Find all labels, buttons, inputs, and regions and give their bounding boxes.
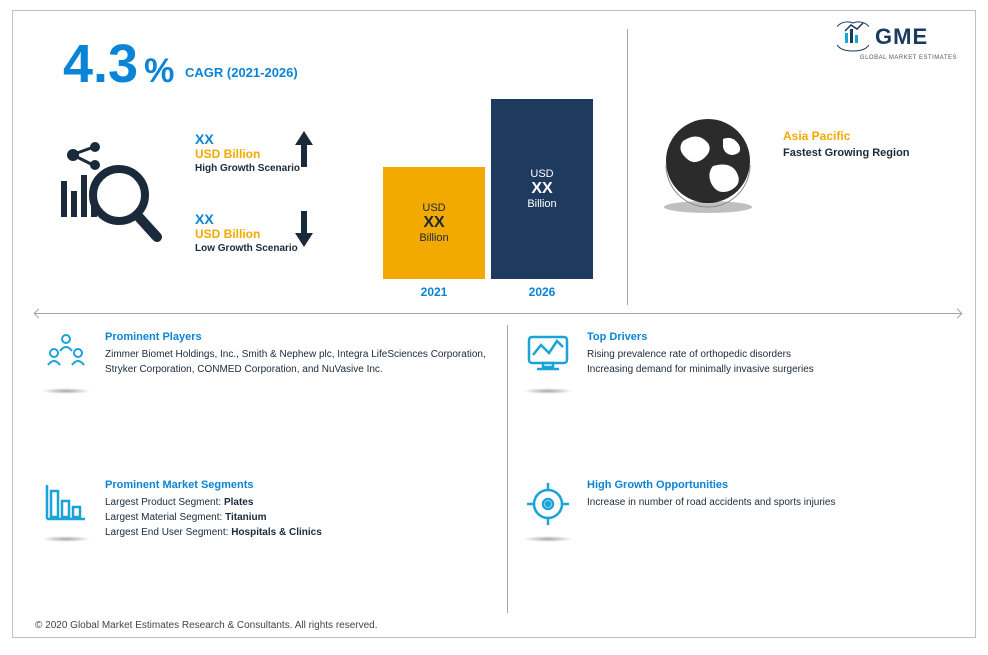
bar-2026-currency: USD <box>491 168 593 180</box>
analytics-icon <box>55 137 165 247</box>
target-icon <box>523 479 573 529</box>
drivers-line-1: Increasing demand for minimally invasive… <box>587 362 814 377</box>
segment-value-2: Hospitals & Clinics <box>231 527 322 538</box>
cagr-number: 4.3 <box>63 37 138 91</box>
cagr-percent: % <box>144 52 174 91</box>
logo-mark-icon <box>837 21 869 53</box>
bar-2021-currency: USD <box>383 202 485 214</box>
bar-2026: USD XX Billion <box>491 99 593 279</box>
segment-value-0: Plates <box>224 497 253 508</box>
xaxis-label-0: 2021 <box>383 285 485 299</box>
players-line-1: Stryker Corporation, CONMED Corporation,… <box>105 362 486 377</box>
bars-icon <box>41 479 91 529</box>
vertical-divider-top <box>627 29 628 305</box>
players-heading: Prominent Players <box>105 331 486 343</box>
segment-item-1: Largest Material Segment: Titanium <box>105 510 322 525</box>
horizontal-divider <box>35 313 961 314</box>
globe-region-subtitle: Fastest Growing Region <box>783 147 963 159</box>
drivers-line-0: Rising prevalence rate of orthopedic dis… <box>587 347 814 362</box>
cagr-label: CAGR (2021-2026) <box>185 65 298 80</box>
xaxis-label-1: 2026 <box>491 285 593 299</box>
people-icon <box>41 331 91 381</box>
brand-logo: GME <box>837 17 957 57</box>
drivers-heading: Top Drivers <box>587 331 814 343</box>
market-segments-block: Prominent Market Segments Largest Produc… <box>41 479 501 540</box>
segment-label-2: Largest End User Segment: <box>105 527 228 538</box>
opportunities-block: High Growth Opportunities Increase in nu… <box>523 479 983 529</box>
segments-heading: Prominent Market Segments <box>105 479 322 491</box>
infographic-frame: GME GLOBAL MARKET ESTIMATES 4.3 % CAGR (… <box>12 10 976 638</box>
arrow-down-icon <box>293 209 315 249</box>
globe-region-title: Asia Pacific <box>783 129 963 143</box>
vertical-divider-mid <box>507 325 508 613</box>
opportunities-heading: High Growth Opportunities <box>587 479 835 491</box>
segment-label-0: Largest Product Segment: <box>105 497 221 508</box>
bar-2021-value: XX <box>383 214 485 232</box>
cagr-value: 4.3 % <box>63 37 174 91</box>
prominent-players-block: Prominent Players Zimmer Biomet Holdings… <box>41 331 501 381</box>
arrow-up-icon <box>293 129 315 169</box>
opportunities-line-0: Increase in number of road accidents and… <box>587 495 835 510</box>
logo-subtitle: GLOBAL MARKET ESTIMATES <box>860 55 957 61</box>
segment-item-2: Largest End User Segment: Hospitals & Cl… <box>105 525 322 540</box>
monitor-icon <box>523 331 573 381</box>
copyright-footer: © 2020 Global Market Estimates Research … <box>35 620 378 631</box>
segment-label-1: Largest Material Segment: <box>105 512 222 523</box>
segment-item-0: Largest Product Segment: Plates <box>105 495 322 510</box>
players-line-0: Zimmer Biomet Holdings, Inc., Smith & Ne… <box>105 347 486 362</box>
barchart-x-axis: 2021 2026 <box>383 285 613 299</box>
top-drivers-block: Top Drivers Rising prevalence rate of or… <box>523 331 983 381</box>
market-size-barchart: USD XX Billion USD XX Billion 2021 2026 <box>383 99 613 299</box>
segment-value-1: Titanium <box>225 512 266 523</box>
logo-text: GME <box>875 24 928 50</box>
bar-2026-unit: Billion <box>491 198 593 210</box>
globe-icon <box>653 111 763 221</box>
globe-label: Asia Pacific Fastest Growing Region <box>783 129 963 159</box>
bar-2026-value: XX <box>491 180 593 198</box>
bar-2021-unit: Billion <box>383 232 485 244</box>
bar-2021: USD XX Billion <box>383 167 485 279</box>
